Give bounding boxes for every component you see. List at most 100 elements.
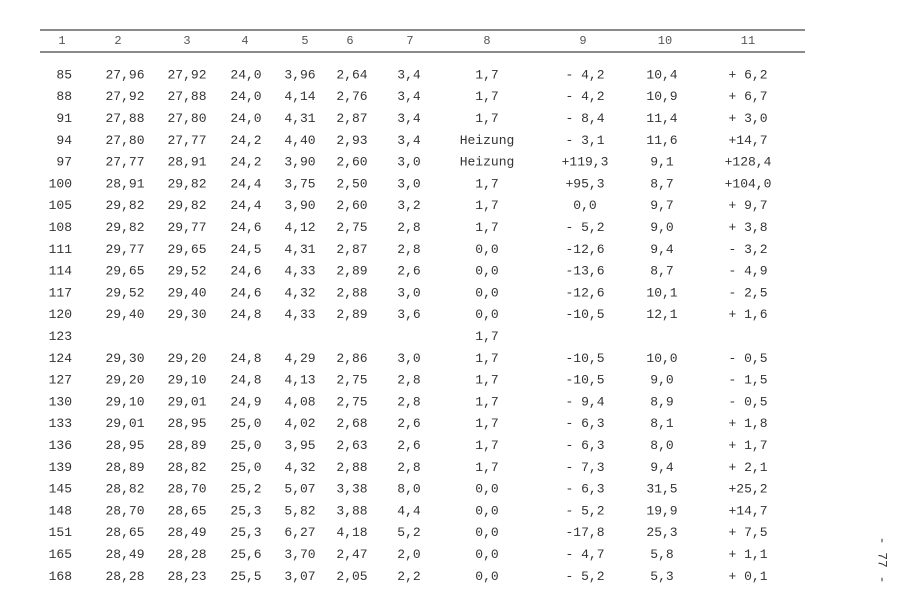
table-cell: 2,63: [336, 438, 367, 453]
table-cell: 2,60: [336, 155, 367, 170]
table-cell: 29,65: [105, 264, 144, 279]
table-cell: + 7,5: [728, 525, 767, 540]
table-cell: 2,8: [397, 394, 420, 409]
table-cell: 0,0: [573, 198, 596, 213]
table-cell: 8,7: [650, 264, 673, 279]
table-cell: 111: [49, 242, 73, 257]
table-cell: 1,7: [475, 111, 498, 126]
table-cell: 3,70: [284, 547, 315, 562]
table-cell: 2,47: [336, 547, 367, 562]
table-cell: + 1,6: [728, 307, 767, 322]
column-header: 11: [741, 34, 755, 48]
table-cell: - 4,9: [728, 264, 767, 279]
table-cell: 3,96: [284, 67, 315, 82]
table-cell: 4,32: [284, 460, 315, 475]
table-cell: 2,50: [336, 176, 367, 191]
table-cell: - 5,2: [565, 220, 604, 235]
table-cell: -12,6: [565, 285, 604, 300]
table-cell: 29,82: [167, 176, 206, 191]
table-cell: 27,88: [105, 111, 144, 126]
table-cell: 4,31: [284, 111, 315, 126]
table-cell: 3,6: [397, 307, 420, 322]
table-cell: 127: [49, 373, 72, 388]
table-cell: 0,0: [475, 547, 498, 562]
table-cell: 24,8: [230, 373, 261, 388]
table-cell: 165: [49, 547, 72, 562]
table-cell: + 3,8: [728, 220, 767, 235]
table-cell: 29,01: [105, 416, 144, 431]
table-cell: 130: [49, 394, 72, 409]
column-header: 3: [183, 34, 190, 48]
table-cell: 2,0: [397, 547, 420, 562]
table-cell: + 0,1: [728, 569, 767, 584]
table-cell: 4,4: [397, 503, 421, 518]
table-cell: + 1,1: [728, 547, 767, 562]
table-cell: 5,3: [650, 569, 673, 584]
table-cell: 2,64: [336, 67, 367, 82]
table-cell: 29,77: [105, 242, 144, 257]
table-cell: 9,0: [650, 373, 673, 388]
table-cell: 2,75: [336, 373, 367, 388]
table-cell: 3,4: [397, 89, 421, 104]
table-cell: 2,75: [336, 394, 367, 409]
table-cell: 136: [49, 438, 72, 453]
table-cell: 10,1: [646, 285, 677, 300]
table-cell: 28,70: [167, 482, 206, 497]
table-cell: 2,6: [397, 264, 420, 279]
table-cell: - 9,4: [565, 394, 604, 409]
table-cell: -13,6: [565, 264, 604, 279]
table-cell: 28,91: [167, 155, 206, 170]
table-cell: 12,1: [646, 307, 677, 322]
table-cell: 28,70: [105, 503, 144, 518]
table-cell: 0,0: [475, 285, 498, 300]
table-cell: 31,5: [646, 482, 677, 497]
table-cell: 2,89: [336, 307, 367, 322]
table-cell: 168: [49, 569, 72, 584]
table-cell: 27,96: [105, 67, 144, 82]
table-cell: 8,1: [650, 416, 674, 431]
table-cell: 25,5: [230, 569, 261, 584]
table-cell: 28,28: [105, 569, 144, 584]
table-cell: 6,27: [284, 525, 315, 540]
table-cell: 2,88: [336, 460, 367, 475]
table-cell: 10,9: [646, 89, 677, 104]
table-cell: 4,13: [284, 373, 315, 388]
table-cell: 4,18: [336, 525, 367, 540]
table-cell: 8,0: [397, 482, 420, 497]
table-cell: 3,95: [284, 438, 315, 453]
table-cell: 1,7: [475, 394, 498, 409]
table-cell: 27,92: [167, 67, 206, 82]
table-cell: 0,0: [475, 242, 498, 257]
table-cell: 25,3: [230, 525, 261, 540]
table-cell: 3,38: [336, 482, 367, 497]
table-cell: 28,89: [167, 438, 206, 453]
table-cell: 24,6: [230, 220, 261, 235]
table-cell: - 4,2: [565, 89, 604, 104]
table-cell: 2,87: [336, 111, 367, 126]
column-header: 10: [658, 34, 672, 48]
table-cell: 25,0: [230, 416, 261, 431]
table-cell: 4,08: [284, 394, 315, 409]
table-cell: 28,49: [105, 547, 144, 562]
table-cell: 3,0: [397, 351, 420, 366]
table-cell: 85: [56, 67, 72, 82]
table-cell: 24,0: [230, 111, 261, 126]
table-cell: 3,90: [284, 155, 315, 170]
table-cell: 29,52: [105, 285, 144, 300]
table-cell: 148: [49, 503, 72, 518]
table-cell: 2,93: [336, 133, 367, 148]
table-cell: - 6,3: [565, 482, 604, 497]
table-cell: 25,2: [230, 482, 261, 497]
table-cell: +95,3: [565, 176, 604, 191]
column-header: 7: [406, 34, 413, 48]
table-cell: 8,0: [650, 438, 673, 453]
column-header: 5: [301, 34, 308, 48]
table-cell: 97: [56, 155, 72, 170]
table-cell: 28,65: [167, 503, 206, 518]
table-cell: 19,9: [646, 503, 677, 518]
table-cell: 2,8: [397, 373, 420, 388]
table-cell: + 6,7: [728, 89, 767, 104]
table-cell: - 6,3: [565, 416, 604, 431]
table-cell: + 9,7: [728, 198, 767, 213]
